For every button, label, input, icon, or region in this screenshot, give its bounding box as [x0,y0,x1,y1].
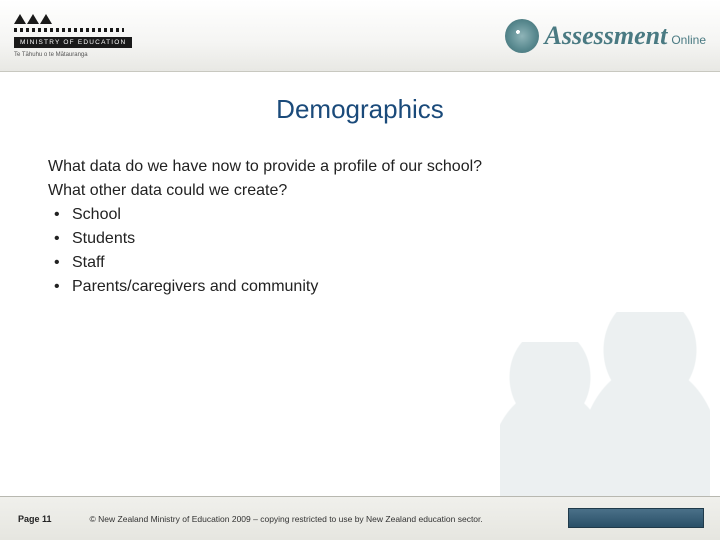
logo-triangles-icon [14,14,132,24]
slide-body: What data do we have now to provide a pr… [0,125,720,299]
ministry-logo: MINISTRY OF EDUCATION Te Tāhuhu o te Māt… [14,14,132,58]
list-item: Students [48,227,672,251]
brand-sub-text: Online [671,33,706,47]
footer-bar: Page 11 © New Zealand Ministry of Educat… [0,496,720,540]
brand-main-text: Assessment [545,21,668,51]
logo-wave-icon [14,28,124,32]
copyright-text: © New Zealand Ministry of Education 2009… [90,514,483,524]
intro-line-2: What other data could we create? [48,179,672,203]
assessment-logo: Assessment Online [505,19,707,53]
list-item: Staff [48,251,672,275]
ministry-label: MINISTRY OF EDUCATION [14,37,132,48]
slide-title: Demographics [0,94,720,125]
watermark-people-icon [470,302,710,502]
spiral-icon [505,19,539,53]
list-item: Parents/caregivers and community [48,275,672,299]
intro-line-1: What data do we have now to provide a pr… [48,155,672,179]
footer-accent-bar [568,508,704,528]
page-number: Page 11 [18,514,52,524]
list-item: School [48,203,672,227]
ministry-subtitle: Te Tāhuhu o te Mātauranga [14,52,132,58]
header-bar: MINISTRY OF EDUCATION Te Tāhuhu o te Māt… [0,0,720,72]
bullet-list: School Students Staff Parents/caregivers… [48,203,672,299]
